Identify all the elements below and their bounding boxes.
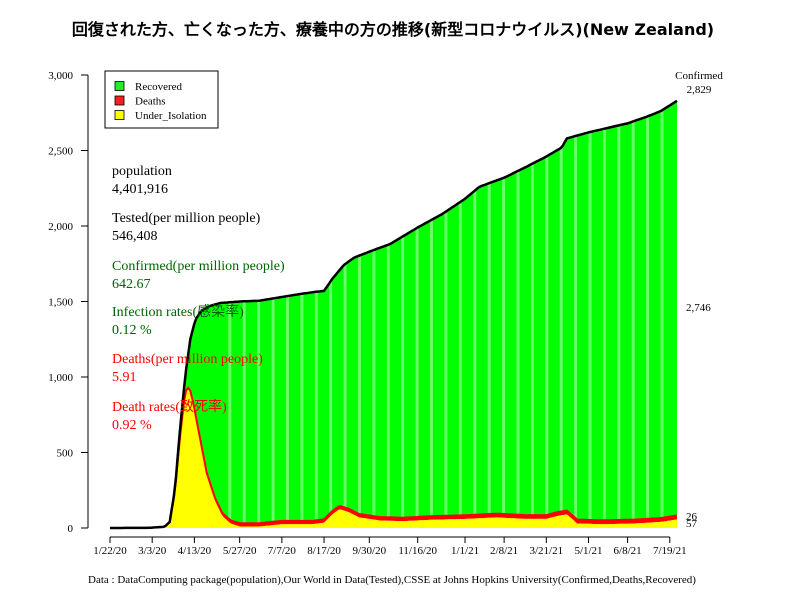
confirmed-end-name: Confirmed [675,70,723,82]
legend-swatch [114,95,125,106]
stat-value: 4,401,916 [112,182,168,197]
x-tick-label: 1/1/21 [451,545,479,557]
recovered-area [110,100,677,529]
recovered-stripe [444,100,448,528]
y-tick-label: 500 [57,448,74,460]
stat-value: 546,408 [112,229,158,244]
legend-label: Recovered [135,81,183,93]
x-tick-label: 1/22/20 [93,545,127,557]
stat-label: Death rates(致死率) [112,398,227,415]
recovered-stripe [530,100,534,528]
recovered-stripe [415,100,419,528]
plot-areas [110,99,678,530]
recovered-stripe [487,100,491,528]
x-tick-label: 8/17/20 [307,545,341,557]
recovered-stripe [502,100,506,528]
y-tick-label: 2,500 [48,146,73,158]
legend-swatch [114,110,125,120]
series-end-value: 57 [686,518,698,530]
recovered-stripe [545,100,549,528]
y-tick-label: 1,000 [48,372,73,384]
recovered-stripe [646,100,650,528]
series-end-value: 2,746 [686,302,711,314]
x-tick-label: 11/16/20 [398,545,437,557]
recovered-stripe [314,100,318,528]
recovered-stripe [588,100,592,528]
recovered-stripe [574,100,578,528]
x-tick-label: 3/21/21 [529,545,563,557]
recovered-stripes [228,100,664,528]
stat-label: Tested(per million people) [112,211,261,226]
recovered-stripe [372,100,376,528]
legend-label: Deaths [135,96,166,108]
recovered-stripe [401,100,405,528]
stat-label: Confirmed(per million people) [112,259,285,274]
stat-label: population [112,164,172,179]
recovered-stripe [430,100,433,528]
y-tick-label: 3,000 [48,70,73,82]
x-tick-label: 9/30/20 [353,545,387,557]
recovered-stripe [631,100,635,528]
recovered-stripe [358,100,361,528]
stat-label: Infection rates(感染率) [112,303,244,320]
axes: 0 500 1,000 1,500 2,000 2,500 3,000 1/22/20 3/3/… [48,70,686,557]
confirmed-end-value: 2,829 [687,84,712,96]
x-tick-label: 4/13/20 [178,545,212,557]
legend-label: Under_Isolation [135,110,207,122]
data-source-caption: Data : DataComputing package(population)… [88,574,696,586]
series-end-value: 26 [686,511,698,523]
x-tick-label: 3/3/20 [138,545,167,557]
x-tick-label: 7/7/20 [268,545,297,557]
stats-panel: population 4,401,916 Tested(per million pe… [112,164,285,433]
recovered-stripe [242,100,246,528]
recovered-stripe [617,100,621,528]
stat-value: 642.67 [112,277,151,292]
recovered-stripe [228,100,232,528]
x-tick-label: 2/8/21 [490,545,518,557]
stat-value: 0.92 % [112,418,152,433]
deaths-line [110,386,678,529]
confirmed-line [110,99,678,530]
y-tick-label: 0 [68,523,74,535]
stat-value: 0.12 % [112,323,152,338]
recovered-stripe [329,100,333,528]
y-tick-label: 2,000 [48,221,73,233]
recovered-stripe [271,100,275,528]
recovered-stripe [559,100,563,528]
x-tick-label: 5/27/20 [223,545,257,557]
recovered-stripe [300,100,304,528]
y-tick-label: 1,500 [48,297,73,309]
x-tick-label: 7/19/21 [653,545,687,557]
x-tick-label: 6/8/21 [614,545,642,557]
recovered-stripe [386,100,390,528]
recovered-stripe [343,100,347,528]
recovered-stripe [458,100,462,528]
recovered-stripe [516,100,520,528]
recovered-stripe [257,100,261,528]
legend: Recovered Deaths Under_Isolation [104,70,219,129]
chart-title: 回復された方、亡くなった方、療養中の方の推移(新型コロナウイルス)(New Ze… [72,20,714,39]
recovered-stripe [473,100,477,528]
stat-label: Deaths(per million people) [112,352,263,367]
x-tick-label: 5/1/21 [574,545,602,557]
recovered-stripe [286,100,289,528]
recovered-stripe [602,100,606,528]
legend-swatch [114,81,125,91]
stat-value: 5.91 [112,370,137,385]
recovered-stripe [660,100,664,528]
